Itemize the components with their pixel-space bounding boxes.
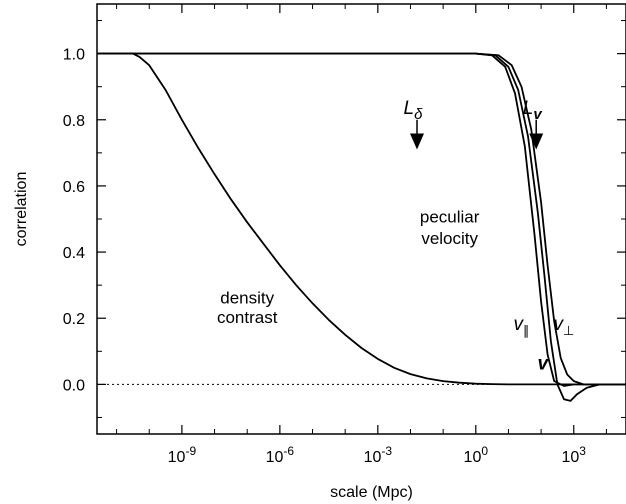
y-tick-label: 1.0 xyxy=(63,47,85,64)
y-tick-label: 0.8 xyxy=(63,113,85,130)
y-tick-label: 0.0 xyxy=(63,377,85,394)
annotation-label: peculiar xyxy=(420,207,480,226)
series-line xyxy=(97,52,626,386)
series-line xyxy=(97,52,626,387)
y-tick-label: 0.2 xyxy=(63,311,85,328)
y-tick-label: 0.4 xyxy=(63,245,85,262)
x-tick-label: 100 xyxy=(464,444,489,466)
series-line xyxy=(97,52,626,402)
arrow-head xyxy=(529,133,544,150)
x-tick-label: 103 xyxy=(562,444,587,466)
annotation-label: contrast xyxy=(217,308,278,327)
y-tick-label: 0.6 xyxy=(63,179,85,196)
arrow-label: Lv xyxy=(523,98,544,123)
annotation-label: velocity xyxy=(421,229,478,248)
series-line xyxy=(97,52,626,386)
arrow-label: Lδ xyxy=(404,98,424,123)
annotation-label: density xyxy=(220,288,274,307)
annotation-label: v∥ xyxy=(514,314,530,338)
x-tick-label: 10-3 xyxy=(364,444,393,466)
x-axis-label: scale (Mpc) xyxy=(330,484,413,501)
annotation-label: v xyxy=(537,354,549,375)
series xyxy=(97,52,626,402)
x-tick-label: 10-9 xyxy=(168,444,197,466)
annotation-label: v⊥ xyxy=(554,314,575,338)
arrow-head xyxy=(410,133,425,150)
y-axis-label: correlation xyxy=(13,172,30,247)
x-tick-label: 10-6 xyxy=(266,444,295,466)
ticks: 0.0 0.2 0.4 0.6 0.8 1.0 10-9 10-6 10-3 100 103 xyxy=(63,4,626,466)
